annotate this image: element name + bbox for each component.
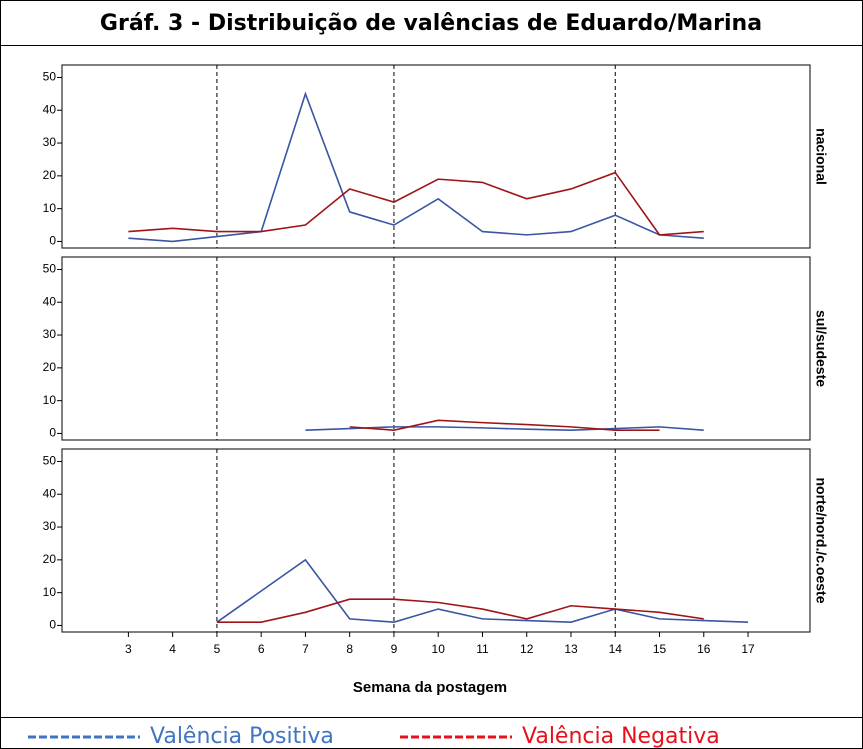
y-tick-label: 30 [43,519,57,533]
panel [61,64,811,249]
x-tick-label: 8 [346,642,353,656]
legend-label: Valência Positiva [150,724,334,749]
x-axis-label: Semana da postagem [353,679,507,696]
y-tick-label: 10 [43,393,57,407]
panel [61,256,811,441]
series-line [216,598,704,623]
panel-label: norte/nord./c.oeste [813,477,829,603]
y-tick-label: 50 [43,70,57,84]
x-tick-label: 5 [214,642,221,656]
panel [61,448,811,633]
x-tick-label: 4 [169,642,176,656]
x-tick-label: 9 [391,642,398,656]
series-line [128,91,704,243]
x-tick-label: 12 [520,642,534,656]
series-line [349,419,660,431]
y-tick-label: 0 [49,426,56,440]
y-tick-label: 20 [43,168,57,182]
y-tick-label: 40 [43,294,57,308]
x-tick-label: 14 [609,642,623,656]
x-tick-label: 11 [476,642,489,656]
y-tick-label: 0 [49,234,56,248]
y-tick-label: 40 [43,102,57,116]
x-tick-label: 10 [432,642,446,656]
x-tick-label: 17 [741,642,755,656]
y-tick-label: 50 [43,454,57,468]
y-tick-label: 20 [43,360,57,374]
panel-label: sul/sudeste [813,310,829,387]
x-tick-label: 6 [258,642,265,656]
series-line [128,171,704,236]
legend-label: Valência Negativa [522,724,720,749]
x-tick-label: 7 [302,642,309,656]
y-tick-label: 30 [43,135,57,149]
y-tick-label: 0 [49,618,56,632]
y-tick-label: 10 [43,585,57,599]
series-line [216,558,749,623]
x-tick-label: 16 [697,642,711,656]
x-tick-label: 15 [653,642,667,656]
panel-label: nacional [813,128,829,185]
y-tick-label: 40 [43,486,57,500]
y-tick-label: 50 [43,262,57,276]
y-tick-label: 20 [43,552,57,566]
y-tick-label: 30 [43,327,57,341]
x-tick-label: 3 [125,642,132,656]
chart-title: Gráf. 3 - Distribuição de valências de E… [100,11,762,36]
x-tick-label: 13 [564,642,578,656]
series-line [305,426,704,431]
y-tick-label: 10 [43,201,57,215]
